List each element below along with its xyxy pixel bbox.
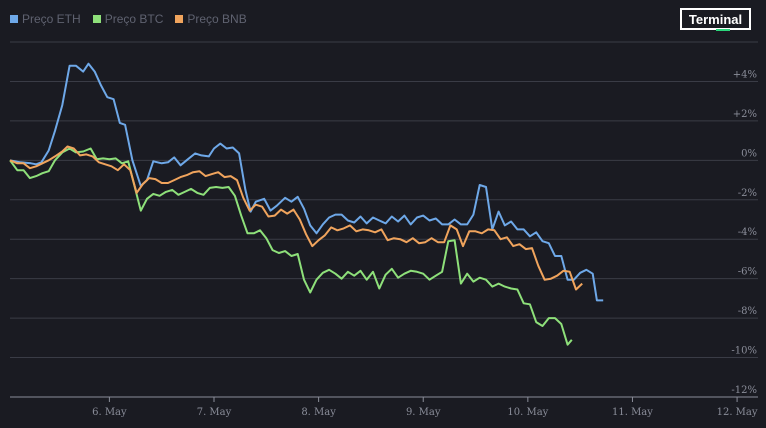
series-line-2[interactable]: [9, 145, 583, 291]
legend-label: Preço BNB: [187, 12, 247, 26]
x-tick-label: 6. May: [92, 407, 127, 418]
chart-legend: Preço ETH Preço BTC Preço BNB: [10, 12, 247, 26]
x-tick-label: 12. May: [717, 407, 758, 418]
y-tick-label: -12%: [731, 385, 757, 396]
y-tick-label: -2%: [738, 188, 757, 199]
y-tick-label: -4%: [738, 227, 757, 238]
terminal-logo-accent: [716, 29, 730, 31]
y-axis-ticks: +4% +2% 0% -2% -4% -6% -8% -10% -12%: [731, 69, 757, 396]
legend-item-0[interactable]: Preço ETH: [10, 12, 81, 26]
y-tick-label: +4%: [733, 69, 757, 80]
x-tick-label: 10. May: [507, 407, 548, 418]
x-tick-label: 7. May: [197, 407, 232, 418]
terminal-logo-text: Terminal: [688, 11, 743, 27]
x-tick-label: 9. May: [406, 407, 441, 418]
legend-swatch: [92, 15, 101, 23]
x-axis-ticks: 6. May 7. May 8. May 9. May 10. May 11. May 12…: [92, 397, 758, 418]
legend-swatch: [175, 15, 184, 23]
y-tick-label: -6%: [738, 267, 757, 278]
series-line-1[interactable]: [9, 147, 573, 346]
y-tick-label: -8%: [738, 306, 757, 317]
grid-lines: [10, 41, 758, 398]
y-tick-label: -10%: [731, 346, 757, 357]
y-tick-label: 0%: [741, 148, 757, 159]
series-line-0[interactable]: [9, 62, 604, 302]
y-tick-label: +2%: [733, 109, 757, 120]
x-tick-label: 8. May: [301, 407, 336, 418]
legend-item-1[interactable]: Preço BTC: [92, 12, 164, 26]
x-tick-label: 11. May: [612, 407, 653, 418]
terminal-logo: Terminal: [680, 8, 751, 30]
series-lines: [9, 62, 604, 346]
legend-label: Preço ETH: [22, 12, 81, 26]
legend-swatch: [10, 15, 18, 23]
legend-item-2[interactable]: Preço BNB: [175, 12, 247, 26]
legend-label: Preço BTC: [104, 12, 164, 26]
